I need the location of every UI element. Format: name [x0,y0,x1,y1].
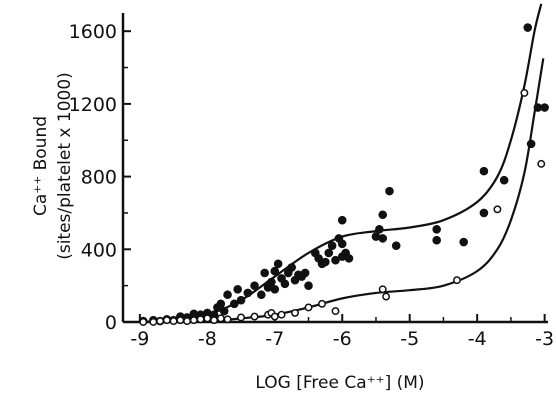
filled-data-point [280,279,290,289]
filled-data-point [375,225,384,234]
filled-data-point [499,175,509,185]
filled-data-point [385,186,394,196]
filled-data-point [459,237,468,247]
filled-data-point [344,254,354,263]
open-data-point [382,292,391,301]
filled-data-point [267,277,276,287]
open-data-point [210,316,219,325]
x-tick-label: -7 [265,328,284,350]
filled-data-point [378,234,388,243]
open-data-point [223,315,232,324]
x-tick-label: -6 [333,328,352,350]
fit-curves [139,3,545,322]
open-data-point [493,205,502,214]
filled-data-point [432,235,441,245]
filled-data-point [236,295,246,305]
filled-data-point [526,139,536,149]
filled-data-point [523,23,533,32]
filled-data-point [216,299,226,309]
y-tick-label: 800 [81,167,117,189]
filled-data-point [304,281,313,290]
filled-data-point [273,259,283,269]
open-data-point [270,312,279,321]
filled-data-point [270,266,280,276]
data-points [138,23,549,326]
open-data-point [176,316,185,325]
open-data-point [250,312,259,321]
y-axis-label-line1: Ca⁺⁺ Bound [31,116,51,216]
filled-data-point [321,257,330,267]
open-data-point [203,314,212,323]
filled-data-point [230,299,239,309]
y-ticks: 0 400 800 1200 1600 [69,21,131,334]
open-data-point [520,89,529,97]
open-data-point [189,316,198,325]
filled-data-point [337,239,347,249]
filled-data-point [270,284,280,294]
filled-data-point [223,290,232,300]
x-tick-label: -9 [130,328,149,350]
filled-data-point [219,306,229,316]
filled-data-point [243,288,253,298]
filled-data-point [479,208,489,218]
open-data-point [331,307,340,316]
y-tick-label: 1600 [69,21,117,43]
open-data-point [304,303,313,312]
fit-curve-1 [139,3,543,322]
x-axis-label: LOG [Free Ca⁺⁺] (M) [255,373,424,393]
filled-data-point [250,281,259,290]
filled-data-point [300,268,310,278]
open-data-point [169,317,178,326]
fit-curve-2 [139,58,545,322]
filled-data-point [540,103,549,112]
open-data-point [216,314,225,323]
open-data-point [537,159,546,168]
filled-data-point [327,241,337,250]
open-data-point [277,310,286,319]
open-data-point [156,317,165,326]
x-tick-label: -3 [535,328,554,350]
filled-data-point [337,215,347,225]
x-tick-label: -8 [198,328,217,350]
open-data-point [452,276,461,285]
filled-data-point [324,248,334,258]
open-data-point [149,318,158,326]
filled-data-point [260,268,269,278]
x-tick-label: -5 [400,328,419,350]
filled-data-point [378,210,388,220]
y-tick-label: 1200 [69,94,117,116]
open-data-point [378,285,387,294]
open-data-point [237,313,246,322]
open-data-point [196,315,205,324]
open-data-point [139,318,148,326]
open-data-point [318,299,326,308]
filled-data-point [233,284,242,294]
open-data-point [291,308,299,317]
y-axis-label-line2: (sites/platelet x 1000) [55,72,75,260]
filled-data-point [287,263,296,272]
open-data-point [162,316,171,325]
x-tick-label: -4 [468,328,487,350]
y-tick-label: 400 [81,239,117,261]
filled-data-point [256,290,266,300]
filled-data-point [432,225,441,234]
y-tick-label: 0 [105,312,117,334]
filled-data-point [331,255,340,265]
filled-data-point [391,241,401,250]
open-data-point [183,317,192,326]
filled-data-point [479,166,489,176]
